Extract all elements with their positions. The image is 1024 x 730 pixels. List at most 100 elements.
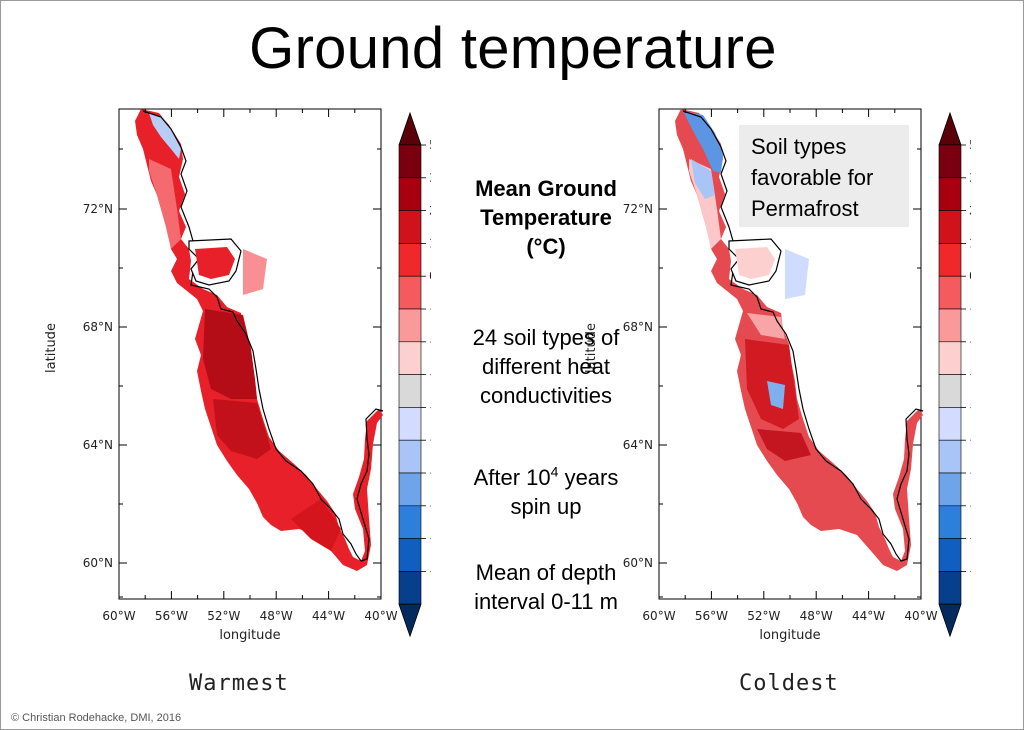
- colorbar-segment: [938, 177, 962, 211]
- colorbar-segment: [398, 210, 422, 244]
- colorbar-label: 0: [969, 269, 971, 283]
- note-spin-up: After 104 years spin up: [441, 463, 651, 521]
- colorbar-label: 5: [969, 138, 971, 152]
- permafrost-annotation: Soil types favorable for Permafrost: [739, 125, 909, 227]
- y-axis-label: latitude: [584, 323, 599, 373]
- map-warmest: 60°W 56°W 52°W 48°W 44°W 40°W longitude 72°N 68°…: [31, 99, 431, 659]
- legend-title-line1: Mean Ground: [475, 176, 617, 201]
- permafrost-line1: Soil types: [751, 134, 847, 159]
- legend-title-line3: (°C): [526, 234, 566, 259]
- note-soil-line2: different heat: [481, 354, 611, 379]
- colorbar-segment: [938, 505, 962, 539]
- colorbar-label: 3: [429, 171, 431, 185]
- y-tick-label: 72°N: [623, 202, 653, 216]
- note-depth: Mean of depth interval 0-11 m: [441, 558, 651, 616]
- colorbar-segment: [938, 472, 962, 507]
- page-title: Ground temperature: [249, 16, 777, 81]
- x-tick-label: 52°W: [747, 609, 780, 623]
- note-spinup-b: years: [558, 465, 619, 490]
- colorbar-segment: [938, 210, 962, 244]
- colorbar-segment: [398, 439, 422, 474]
- x-tick-label: 40°W: [364, 609, 397, 623]
- y-tick-label: 68°N: [83, 320, 113, 334]
- fjord-land-patch: [735, 247, 775, 279]
- legend-title-line2: Temperature: [480, 205, 612, 230]
- colorbar: 5 3 2 1 0 −1 −2 −3 −5 −7 −9 −11 −13 −15: [398, 111, 431, 638]
- colorbar-segment: [398, 472, 422, 507]
- note-soil-line3: conductivities: [479, 383, 613, 408]
- colorbar-segment: [938, 243, 962, 277]
- permafrost-line3: Permafrost: [751, 196, 859, 221]
- fjord-land-patch: [195, 247, 235, 279]
- land-temperature-field: [675, 109, 923, 571]
- colorbar-label: −11: [969, 499, 971, 513]
- x-tick-label: 52°W: [207, 609, 240, 623]
- x-tick-label: 44°W: [312, 609, 345, 623]
- y-axis-label: latitude: [44, 323, 59, 373]
- y-tick-label: 64°N: [623, 438, 653, 452]
- colorbar-segment: [938, 144, 962, 179]
- colorbar-label: −1: [969, 302, 971, 316]
- colorbar-label: −5: [429, 400, 431, 414]
- y-tick-label: 60°N: [623, 556, 653, 570]
- colorbar-segment: [938, 439, 962, 474]
- coastline: [682, 110, 924, 562]
- colorbar-label: 2: [969, 204, 971, 218]
- colorbar-segment: [398, 374, 422, 408]
- x-tick-label: 40°W: [904, 609, 937, 623]
- colorbar-label: −5: [969, 400, 971, 414]
- colorbar-label: −3: [969, 368, 971, 382]
- colorbar-segment: [398, 275, 422, 310]
- caption-coldest: Coldest: [739, 671, 839, 696]
- y-tick-label: 72°N: [83, 202, 113, 216]
- permafrost-line2: favorable for: [751, 165, 874, 190]
- colorbar-segment: [398, 144, 422, 179]
- colorbar-segment: [938, 407, 962, 441]
- x-axis-label: longitude: [759, 628, 820, 643]
- colorbar-label: 1: [969, 236, 971, 250]
- colorbar-label: −15: [429, 564, 431, 578]
- colorbar-label: −13: [969, 532, 971, 546]
- note-soil-types: 24 soil types of different heat conducti…: [441, 323, 651, 410]
- caption-warmest: Warmest: [189, 671, 289, 696]
- note-spinup-line1: After 104 years: [441, 463, 651, 492]
- y-tick-label: 68°N: [623, 320, 653, 334]
- colorbar-label: −1: [429, 302, 431, 316]
- colorbar-segment: [398, 177, 422, 211]
- colorbar-label: −9: [969, 466, 971, 480]
- colorbar-bottom-arrow: [398, 603, 422, 638]
- colorbar-segment: [398, 308, 422, 343]
- colorbar-bottom-arrow: [938, 603, 962, 638]
- note-spinup-a: After 10: [473, 465, 551, 490]
- colorbar-label: 1: [429, 236, 431, 250]
- x-tick-label: 48°W: [800, 609, 833, 623]
- colorbar-label: 3: [969, 171, 971, 185]
- colorbar-segment: [398, 571, 422, 605]
- colorbar-top-arrow: [938, 111, 962, 146]
- colorbar-segment: [938, 374, 962, 408]
- colorbar-label: −2: [429, 335, 431, 349]
- colorbar-segment: [938, 538, 962, 572]
- legend-title: Mean Ground Temperature (°C): [441, 174, 651, 261]
- note-spinup-sup: 4: [550, 463, 559, 480]
- coastline: [142, 110, 384, 562]
- x-axis-label: longitude: [219, 628, 280, 643]
- colorbar-label: −2: [969, 335, 971, 349]
- x-tick-label: 56°W: [695, 609, 728, 623]
- x-tick-label: 56°W: [155, 609, 188, 623]
- colorbar-segment: [938, 308, 962, 343]
- colorbar-label: −7: [969, 433, 971, 447]
- colorbar-segment: [938, 341, 962, 375]
- colorbar-label: −3: [429, 368, 431, 382]
- copyright-footer: © Christian Rodehacke, DMI, 2016: [11, 712, 182, 724]
- colorbar-label: −9: [429, 466, 431, 480]
- x-tick-label: 48°W: [260, 609, 293, 623]
- colorbar-segment: [398, 243, 422, 277]
- colorbar-top-arrow: [398, 111, 422, 146]
- colorbar: 5 3 2 1 0 −1 −2 −3 −5 −7 −9 −11 −13 −15: [938, 111, 971, 638]
- colorbar-label: 0: [429, 269, 431, 283]
- colorbar-segment: [398, 341, 422, 375]
- note-depth-line1: Mean of depth: [475, 560, 617, 585]
- colorbar-segment: [398, 505, 422, 539]
